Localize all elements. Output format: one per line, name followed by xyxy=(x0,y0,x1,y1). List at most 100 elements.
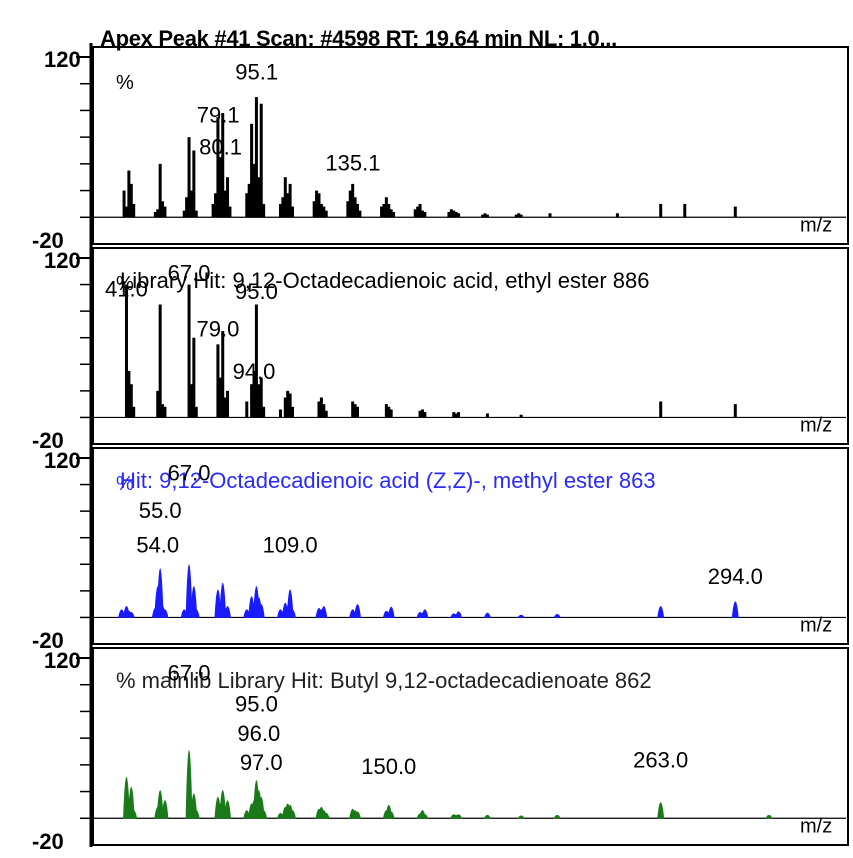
peak xyxy=(194,210,198,218)
peak xyxy=(132,203,136,218)
peak xyxy=(161,609,169,618)
peak xyxy=(218,377,222,418)
peak xyxy=(733,206,737,218)
peak xyxy=(247,183,251,218)
peak-label: 135.1 xyxy=(325,151,380,176)
x-axis-label: m/z xyxy=(800,614,832,636)
peak-label: 79.1 xyxy=(197,102,240,127)
peak xyxy=(319,203,323,218)
peak xyxy=(659,401,663,418)
x-axis-label: m/z xyxy=(800,414,832,436)
peak xyxy=(657,802,665,819)
peak xyxy=(156,390,160,418)
peak xyxy=(288,183,292,218)
peak-label: 294.0 xyxy=(708,564,763,589)
spectrum-panel-4: 120 -20 % mainlib Library Hit: Butyl 9,12-… xyxy=(32,644,849,854)
peak xyxy=(124,206,128,218)
peak xyxy=(351,183,355,218)
peak xyxy=(384,197,388,218)
peak xyxy=(260,810,268,819)
peak xyxy=(192,337,196,418)
peak xyxy=(454,413,458,418)
peak xyxy=(221,113,225,218)
peak xyxy=(254,304,258,418)
peak xyxy=(211,203,215,218)
peak xyxy=(413,209,417,218)
library-hit-label: % mainlib Library Hit: Butyl 9,12-octade… xyxy=(116,668,652,693)
peak xyxy=(355,406,359,418)
y-tick-label: 120 xyxy=(44,47,81,72)
peak xyxy=(382,203,386,218)
peak xyxy=(315,190,319,218)
peak xyxy=(683,203,687,218)
y-tick-label: -20 xyxy=(32,228,64,253)
peak xyxy=(485,214,489,218)
peak xyxy=(291,206,295,218)
peak xyxy=(216,117,220,218)
peak xyxy=(187,284,191,418)
peak xyxy=(262,406,266,418)
peak xyxy=(192,810,200,819)
peak xyxy=(223,190,227,218)
peak xyxy=(187,137,191,218)
peak xyxy=(449,209,453,218)
peak xyxy=(421,609,429,618)
peak xyxy=(319,397,323,418)
peak xyxy=(161,201,165,218)
peak-label: 95.0 xyxy=(235,279,278,304)
peak xyxy=(127,612,135,618)
peak xyxy=(389,209,393,218)
peak xyxy=(553,614,561,618)
peak xyxy=(615,213,619,218)
peak xyxy=(389,409,393,418)
peak xyxy=(387,203,391,218)
peak xyxy=(423,211,427,218)
peak xyxy=(733,404,737,418)
peak xyxy=(127,170,131,218)
peak xyxy=(420,210,424,218)
peak xyxy=(221,331,225,418)
peak xyxy=(517,815,525,819)
peak xyxy=(257,604,265,618)
peak xyxy=(353,811,361,819)
peak xyxy=(129,183,133,218)
peak xyxy=(252,370,256,418)
peak-label: 94.0 xyxy=(233,359,276,384)
peak xyxy=(483,814,492,819)
peak xyxy=(481,214,485,218)
peak xyxy=(129,384,133,418)
panel-frame xyxy=(92,247,849,445)
peak xyxy=(418,410,422,418)
peak xyxy=(454,814,463,819)
peak-label: 67.0 xyxy=(168,261,211,286)
peak xyxy=(514,214,518,218)
peak xyxy=(226,177,230,218)
peak xyxy=(351,401,355,418)
peak xyxy=(358,210,362,218)
peak xyxy=(130,810,138,819)
peak xyxy=(483,612,492,618)
library-hit-label: Hit: 9,12-Octadecadienoic acid (Z,Z)-, m… xyxy=(120,468,656,493)
peak xyxy=(286,390,290,418)
peak xyxy=(252,163,256,218)
peak xyxy=(455,611,463,618)
peak xyxy=(312,201,316,218)
peak-label: 80.1 xyxy=(199,135,242,160)
x-axis-label: m/z xyxy=(800,815,832,837)
peak xyxy=(226,390,230,418)
peak xyxy=(223,397,227,418)
y-tick-label: 120 xyxy=(44,448,81,473)
peak-label: 67.0 xyxy=(168,661,211,686)
y-unit-label: % xyxy=(116,473,134,495)
peak xyxy=(259,377,263,418)
peak xyxy=(224,800,231,819)
peak xyxy=(163,206,167,218)
peak xyxy=(485,413,489,418)
peak-label: 95.1 xyxy=(235,60,278,85)
peak xyxy=(216,344,220,418)
peak xyxy=(122,190,126,218)
peak xyxy=(452,210,456,218)
peak xyxy=(657,606,665,618)
peak xyxy=(387,406,391,418)
